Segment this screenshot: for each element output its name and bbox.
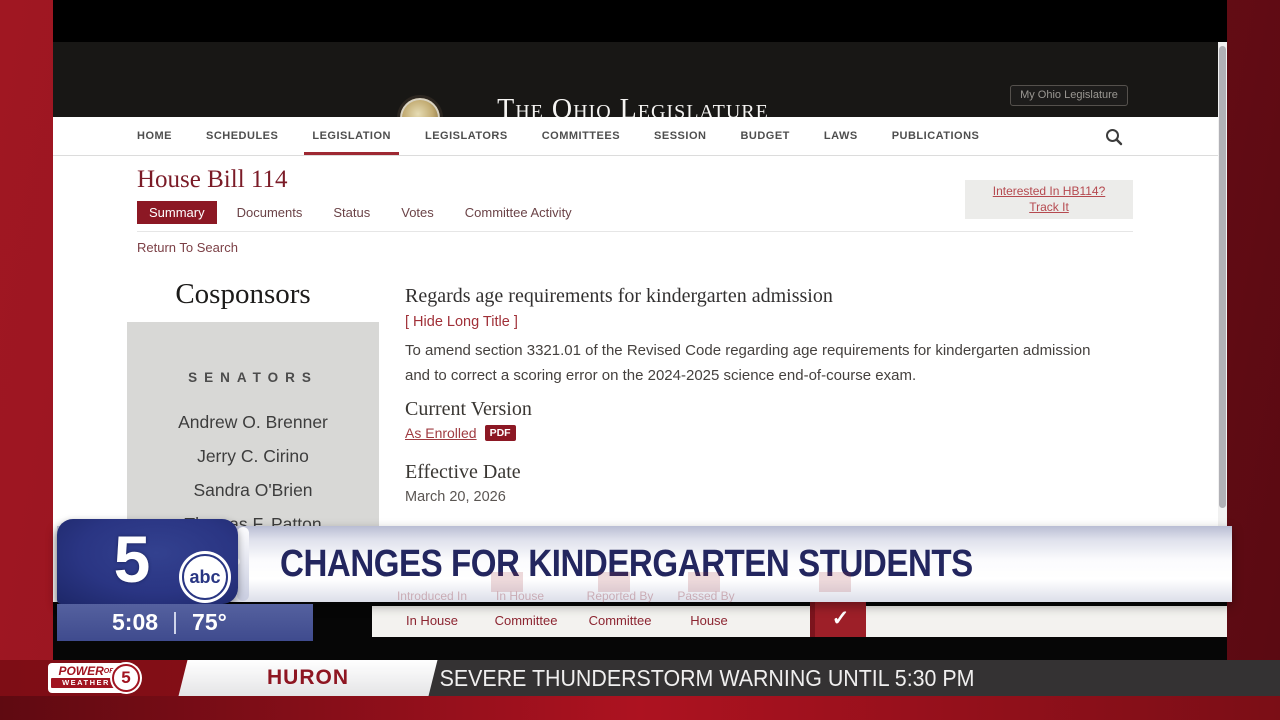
tab-votes[interactable]: Votes [401,205,434,220]
status-step-label: Committee [494,613,558,628]
channel-5-logo: 5 [113,522,151,596]
power-of-5-weather-logo: POWEROF WEATHER 5 [48,663,140,693]
status-step-label: In House [405,613,459,628]
brand-of-text: OF [103,668,114,675]
as-enrolled-link[interactable]: As Enrolled [405,425,477,441]
return-to-search-link[interactable]: Return To Search [137,240,238,255]
status-icon-ghost [819,572,851,592]
status-step-label: House [690,613,728,628]
brand-power-text: POWER [58,664,104,678]
time-temperature-strip: 5:08 75° [57,604,313,641]
banner-divider-bar [237,527,249,601]
pdf-badge[interactable]: PDF [484,425,516,441]
scrollbar-thumb[interactable] [1219,46,1226,508]
main-navigation: HOME SCHEDULES LEGISLATION LEGISLATORS C… [53,117,1227,156]
ticker-location: HURON [267,666,349,689]
site-masthead: The Ohio Legislature 136TH GENERAL ASSEM… [53,42,1227,149]
ticker-location-segment: HURON [178,660,438,696]
tab-status[interactable]: Status [333,205,371,220]
nav-item-legislators[interactable]: LEGISLATORS [424,130,508,142]
status-step-ghost: Passed By [677,589,735,603]
brand-channel-number: 5 [112,664,140,692]
nav-item-legislation[interactable]: LEGISLATION [304,117,399,155]
nav-item-schedules[interactable]: SCHEDULES [206,130,279,142]
ticker-message-segment: SEVERE THUNDERSTORM WARNING UNTIL 5:30 P… [408,660,1280,696]
top-black-bar [53,0,1227,42]
nav-item-publications[interactable]: PUBLICATIONS [891,130,980,142]
station-logo-panel: 5 abc [57,519,238,604]
bill-status-tracker: In House Committee Committee House ✓ [372,602,1227,637]
bill-short-title: Regards age requirements for kindergarte… [405,285,833,307]
tab-committee-activity[interactable]: Committee Activity [464,205,572,220]
status-step-ghost: In House [495,589,545,603]
bill-title: House Bill 114 [137,166,288,193]
cosponsors-heading: Cosponsors [175,278,311,310]
news-headline: CHANGES FOR KINDERGARTEN STUDENTS [280,543,973,585]
power-of-weather-badge: POWEROF WEATHER [48,663,124,693]
status-step-label: Committee [588,613,652,628]
status-icon-ghost [688,572,720,592]
ticker-message: SEVERE THUNDERSTORM WARNING UNTIL 5:30 P… [439,665,975,691]
cosponsor-name[interactable]: Jerry C. Cirino [197,446,309,466]
status-icon-ghost [598,572,630,592]
scrollbar-track[interactable] [1218,42,1227,602]
brand-weather-text: WEATHER [51,678,121,688]
nav-item-laws[interactable]: LAWS [823,130,858,142]
bill-tabs: Summary Documents Status Votes Committee… [137,201,603,224]
search-icon[interactable] [1105,128,1123,146]
track-bill-link-line1[interactable]: Interested In HB114? [992,184,1106,198]
effective-date-value: March 20, 2026 [405,489,506,505]
nav-item-committees[interactable]: COMMITTEES [541,130,621,142]
hide-long-title-link[interactable]: [ Hide Long Title ] [405,314,518,330]
status-step-ghost: Introduced In [396,589,468,603]
bill-long-title: To amend section 3321.01 of the Revised … [405,342,1091,384]
current-version-label: Current Version [405,398,532,420]
my-ohio-legislature-button[interactable]: My Ohio Legislature [1010,85,1128,106]
effective-date-label: Effective Date [405,461,521,483]
lower-third-banner: CHANGES FOR KINDERGARTEN STUDENTS Introd… [57,526,1232,603]
status-step-ghost: Reported By [586,589,654,603]
check-icon: ✓ [810,602,866,637]
abc-network-logo: abc [182,554,228,600]
cosponsor-name[interactable]: Sandra O'Brien [193,480,313,500]
track-bill-link-line2[interactable]: Track It [1029,200,1069,214]
time-temp-separator [174,611,177,634]
ticker-bottom-strip [0,696,1280,720]
track-bill-box: Interested In HB114? Track It [965,180,1133,219]
temperature: 75° [192,609,227,635]
nav-item-home[interactable]: HOME [137,130,172,142]
current-version-row: As Enrolled PDF [405,425,516,441]
clock-time: 5:08 [112,609,159,635]
cosponsor-name[interactable]: Andrew O. Brenner [178,412,328,432]
nav-item-budget[interactable]: BUDGET [740,130,790,142]
tab-summary[interactable]: Summary [137,201,217,224]
cosponsors-group-label: SENATORS [188,370,318,385]
status-icon-ghost [491,572,523,592]
tab-documents[interactable]: Documents [236,205,303,220]
nav-item-session[interactable]: SESSION [654,130,707,142]
content-divider [137,231,1133,232]
